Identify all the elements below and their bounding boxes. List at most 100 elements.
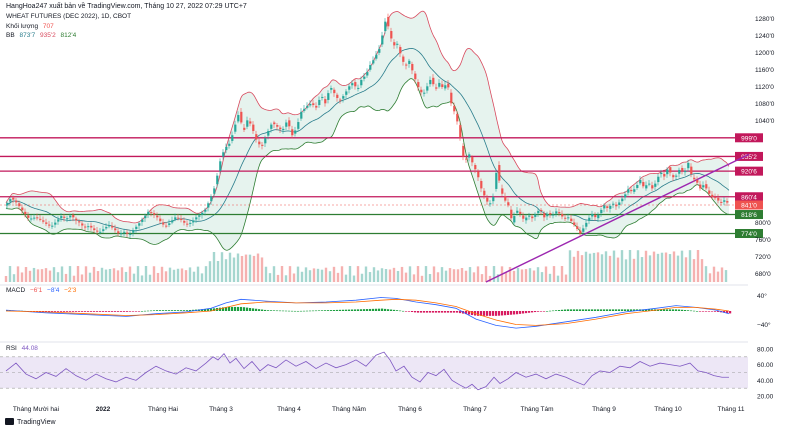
- candle-body: [468, 154, 471, 158]
- macd-histogram-bar: [267, 310, 270, 311]
- candle-body: [531, 216, 534, 219]
- volume-bar: [232, 257, 236, 282]
- candle-body: [453, 105, 456, 112]
- volume-bar: [200, 273, 204, 282]
- volume-bar: [16, 266, 20, 282]
- volume-bar: [96, 271, 100, 282]
- volume-bar: [492, 266, 496, 282]
- candle-body: [516, 210, 519, 213]
- macd-histogram-bar: [573, 309, 576, 311]
- price-tick-label: 1160'0: [755, 67, 774, 74]
- tradingview-logo[interactable]: TradingView: [5, 418, 56, 426]
- candle-body: [240, 111, 243, 123]
- rsi-value: 44.08: [21, 345, 38, 352]
- macd-histogram-bar: [105, 311, 108, 312]
- candle-body: [672, 175, 675, 178]
- candle-body: [72, 214, 75, 218]
- candle-body: [174, 217, 177, 220]
- macd-histogram-bar: [579, 309, 582, 311]
- candle-body: [582, 228, 585, 232]
- macd-histogram-bar: [672, 309, 675, 311]
- candle-body: [309, 104, 312, 106]
- candle-body: [138, 223, 141, 226]
- macd-histogram-bar: [99, 311, 102, 312]
- volume-bar: [336, 272, 340, 282]
- macd-histogram-bar: [384, 308, 387, 311]
- volume-bar: [320, 269, 324, 282]
- candle-body: [483, 190, 486, 196]
- macd-histogram-bar: [108, 311, 111, 312]
- candle-body: [573, 222, 576, 225]
- volume-bar: [376, 270, 380, 282]
- rsi-tick-label: 60.00: [757, 362, 774, 369]
- candle-body: [312, 103, 315, 106]
- macd-histogram-bar: [117, 311, 120, 312]
- macd-histogram-bar: [594, 309, 597, 311]
- candle-body: [444, 85, 447, 89]
- level-tag-text: 860'4: [741, 194, 757, 201]
- volume-bar: [92, 266, 96, 282]
- candle-body: [285, 122, 288, 127]
- candle-body: [624, 194, 627, 198]
- volume-bar: [716, 271, 720, 282]
- candle-body: [216, 175, 219, 185]
- volume-bar: [672, 251, 676, 282]
- rsi-tick-label: 20.00: [757, 394, 774, 401]
- rsi-line: [5, 351, 729, 391]
- volume-bar: [544, 266, 548, 282]
- candle-body: [318, 99, 321, 106]
- macd-histogram-bar: [66, 311, 69, 312]
- candle-body: [579, 230, 582, 234]
- macd-histogram-bar: [723, 311, 726, 313]
- macd-histogram-bar: [489, 311, 492, 316]
- candle-body: [165, 225, 168, 227]
- candle-body: [153, 213, 156, 215]
- volume-bar: [472, 272, 476, 282]
- bb-legend: BB 873'7 935'2 812'4: [6, 32, 76, 39]
- volume-bar: [168, 267, 172, 282]
- macd-histogram-bar: [468, 311, 471, 315]
- level-tag: [735, 192, 763, 202]
- macd-tick-label: −40°: [757, 321, 771, 329]
- volume-bar: [180, 268, 184, 282]
- candle-body: [576, 226, 579, 230]
- candle-body: [717, 197, 720, 201]
- candle-body: [135, 226, 138, 229]
- volume-bar: [132, 273, 136, 282]
- macd-histogram-bar: [312, 310, 315, 312]
- candle-body: [156, 215, 159, 218]
- volume-bar: [468, 267, 472, 282]
- macd-histogram-bar: [408, 311, 411, 312]
- volume-bar: [604, 251, 608, 282]
- macd-histogram-bar: [600, 309, 603, 311]
- macd-histogram-bar: [333, 310, 336, 311]
- candle-body: [75, 218, 78, 221]
- candle-body: [333, 89, 336, 94]
- candle-body: [696, 180, 699, 183]
- volume-bar: [316, 268, 320, 282]
- level-tag: [735, 200, 763, 210]
- macd-histogram-bar: [291, 310, 294, 312]
- candle-body: [666, 169, 669, 175]
- volume-bar: [332, 266, 336, 282]
- candle-body: [213, 188, 216, 194]
- candle-body: [558, 212, 561, 214]
- volume-bar: [172, 269, 176, 282]
- price-tick-label: 800'0: [755, 220, 771, 227]
- candle-body: [342, 96, 345, 99]
- macd-histogram-bar: [222, 307, 225, 311]
- macd-histogram-bar: [714, 311, 717, 312]
- candle-body: [627, 189, 630, 193]
- volume-bar: [312, 268, 316, 282]
- macd-histogram-bar: [294, 310, 297, 312]
- macd-histogram-bar: [156, 310, 159, 311]
- candle-body: [27, 215, 30, 218]
- time-tick-label: Tháng Năm: [332, 406, 366, 413]
- candle-body: [651, 185, 654, 189]
- candle-body: [78, 221, 81, 223]
- macd-histogram-bar: [366, 309, 369, 311]
- bollinger-fill: [6, 11, 729, 251]
- macd-histogram-bar: [591, 309, 594, 311]
- volume-bar: [28, 270, 32, 282]
